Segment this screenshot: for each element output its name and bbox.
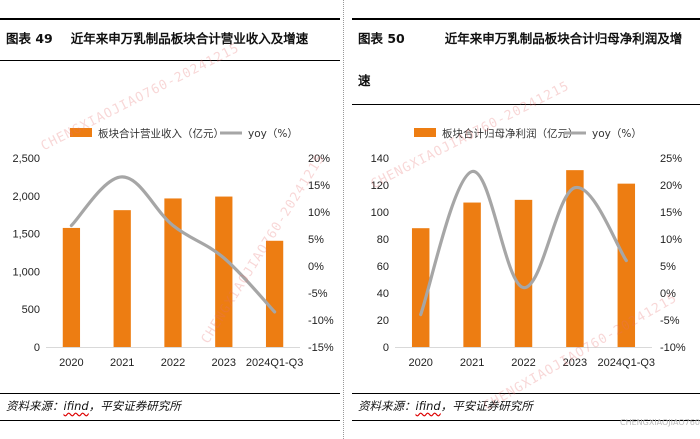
corner-watermark: CHENGXIAOJIAO760 [620,418,700,427]
figure-49-header: 图表 49 近年来申万乳制品板块合计营业收入及增速 [6,18,334,60]
source-label: 资料来源： [6,399,64,413]
legend-bar-label: 板块合计营业收入（亿元） [98,127,224,140]
source-label: 资料来源： [358,399,416,413]
header-rule [352,104,700,105]
bar-2022 [514,199,533,347]
right-axis-tick-label: 25% [660,153,682,165]
top-rule [352,18,700,20]
left-axis-tick-label: 500 [22,304,40,316]
left-axis-tick-label: 40 [377,288,389,300]
source-name: ifind [415,399,441,413]
top-rule [0,18,340,20]
left-axis-tick-label: 120 [371,180,389,192]
panel-divider [343,0,344,439]
source-top-rule [0,393,340,394]
category-label: 2020 [59,357,83,369]
left-axis-tick-label: 0 [383,342,389,354]
yoy-line [69,175,277,314]
right-axis-tick-label: 0% [308,261,324,273]
legend-bar-swatch [70,128,92,137]
bar-2023 [215,196,233,347]
legend-bar-label: 板块合计归母净利润（亿元） [442,127,579,140]
bar-2023 [566,170,584,347]
left-axis-tick-label: 140 [371,153,389,165]
right-axis-tick-label: -10% [308,315,334,327]
right-axis-tick-label: 10% [660,234,682,246]
left-axis-tick-label: 0 [34,342,40,354]
figure-49-source: 资料来源：ifind，平安证券研究所 [6,398,181,414]
right-axis-tick-label: 20% [660,180,682,192]
left-axis-tick-label: 20 [377,315,389,327]
figure-50-number: 图表 50 [358,31,405,46]
category-label: 2024Q1-Q3 [598,357,655,369]
category-label: 2022 [161,357,185,369]
right-axis-tick-label: 5% [660,261,676,273]
left-axis-tick-label: 80 [377,234,389,246]
left-axis-tick-label: 1,000 [12,266,40,278]
bar-2022 [164,198,182,347]
source-name: ifind [63,399,89,413]
figure-49-title: 近年来申万乳制品板块合计营业收入及增速 [70,31,309,46]
right-axis-tick-label: -5% [660,315,680,327]
bar-2021 [113,210,131,347]
header-rule [0,60,340,61]
left-axis-tick-label: 60 [377,261,389,273]
figure-50-panel: 图表 50 近年来申万乳制品板块合计归母净利润及增速 0 20 40 60 80 100 12… [352,0,700,439]
category-label: 2024Q1-Q3 [246,357,303,369]
bar-2020 [411,228,430,347]
category-label: 2021 [460,357,484,369]
right-axis-tick-label: -15% [308,342,334,354]
yoy-line [419,169,628,317]
category-label: 2022 [511,357,535,369]
source-rest: ，平安证券研究所 [88,399,181,413]
source-top-rule [352,393,700,394]
left-axis-tick-label: 100 [371,207,389,219]
figure-50-title: 近年来申万乳制品板块合计归母净利润及增速 [358,31,683,88]
left-axis-tick-label: 1,500 [12,229,40,241]
bar-2020 [62,227,81,347]
right-axis-tick-label: 10% [308,207,330,219]
bar-2024Q1-Q3 [265,240,284,347]
figure-50-source: 资料来源：ifind，平安证券研究所 [358,398,533,414]
figure-50-header: 图表 50 近年来申万乳制品板块合计归母净利润及增速 [358,18,694,102]
net-profit-chart: 0 20 40 60 80 100 120 140 -10% -5% 0% 5% 10% 15% 20% 25… [371,127,686,369]
bar-2024Q1-Q3 [617,183,636,347]
category-label: 2023 [212,357,236,369]
right-axis-tick-label: 20% [308,153,330,165]
category-label: 2023 [563,357,587,369]
right-axis-tick-label: -10% [660,342,686,354]
left-axis-tick-label: 2,000 [12,191,40,203]
right-axis-tick-label: 0% [660,288,676,300]
right-axis-tick-label: 5% [308,234,324,246]
left-axis-tick-label: 2,500 [12,153,40,165]
source-rest: ，平安证券研究所 [440,399,533,413]
category-label: 2020 [408,357,432,369]
legend-line-label: yoy（%） [592,128,642,140]
figure-49-number: 图表 49 [6,31,53,46]
bar-2021 [463,202,481,347]
legend-bar-swatch [414,128,436,137]
category-label: 2021 [110,357,134,369]
bottom-rule [352,420,700,421]
figure-49-panel: 图表 49 近年来申万乳制品板块合计营业收入及增速 0 500 1,000 1,500 2… [0,0,340,439]
revenue-chart: 0 500 1,000 1,500 2,000 2,500 -15% -10% -5% 0% 5% 1… [12,127,334,369]
right-axis-tick-label: -5% [308,288,328,300]
right-axis-tick-label: 15% [308,180,330,192]
bottom-rule [0,420,340,421]
legend-line-label: yoy（%） [248,128,298,140]
right-axis-tick-label: 15% [660,207,682,219]
